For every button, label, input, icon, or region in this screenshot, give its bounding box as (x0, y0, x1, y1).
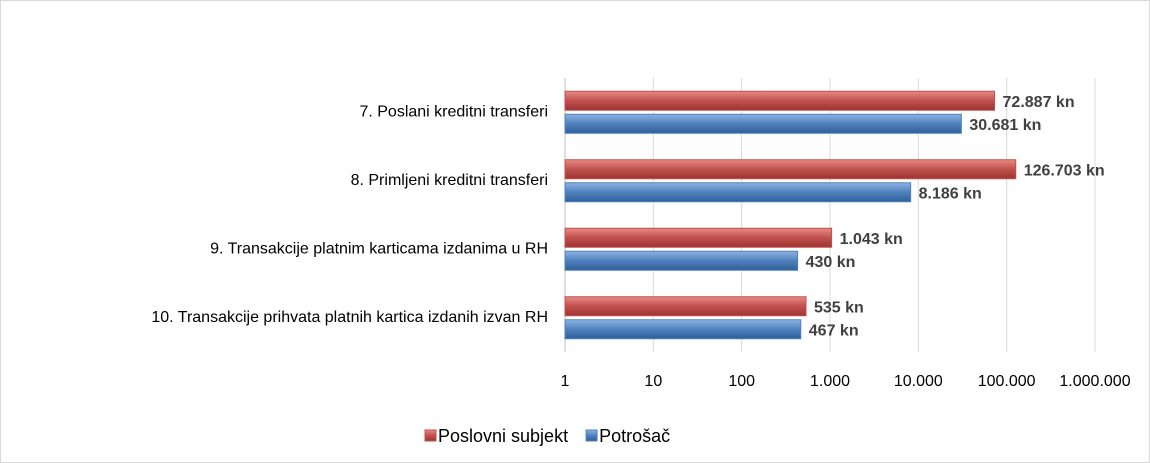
category-label: 9. Transakcije platnim karticama izdanim… (210, 240, 548, 257)
bar (564, 182, 912, 203)
x-tick-label: 1 (561, 373, 570, 390)
legend-label: Poslovni subjekt (438, 426, 568, 446)
value-label: 430 kn (806, 254, 856, 271)
x-tick-label: 1.000 (810, 373, 850, 390)
bar (564, 319, 802, 340)
bar (564, 90, 996, 111)
value-label: 535 kn (814, 299, 864, 316)
value-label: 467 kn (809, 322, 859, 339)
legend-swatch (585, 429, 598, 442)
bar (564, 227, 833, 248)
bar (564, 296, 807, 317)
value-label: 1.043 kn (840, 231, 903, 248)
value-label: 72.887 kn (1003, 94, 1075, 111)
legend-label: Potrošač (599, 426, 670, 446)
x-tick-label: 10 (644, 373, 662, 390)
bar (564, 113, 962, 134)
category-label: 7. Poslani kreditni transferi (359, 103, 548, 120)
x-tick-label: 10.000 (894, 373, 943, 390)
x-tick-label: 100.000 (978, 373, 1036, 390)
value-label: 8.186 kn (919, 185, 982, 202)
category-label: 10. Transakcije prihvata platnih kartica… (151, 309, 548, 326)
bar (564, 250, 799, 271)
value-label: 126.703 kn (1024, 162, 1105, 179)
value-label: 30.681 kn (969, 117, 1041, 134)
legend-swatch (424, 429, 437, 442)
x-tick-label: 100 (728, 373, 755, 390)
category-label: 8. Primljeni kreditni transferi (351, 172, 548, 189)
x-tick-label: 1.000.000 (1059, 373, 1130, 390)
bar (564, 159, 1017, 180)
